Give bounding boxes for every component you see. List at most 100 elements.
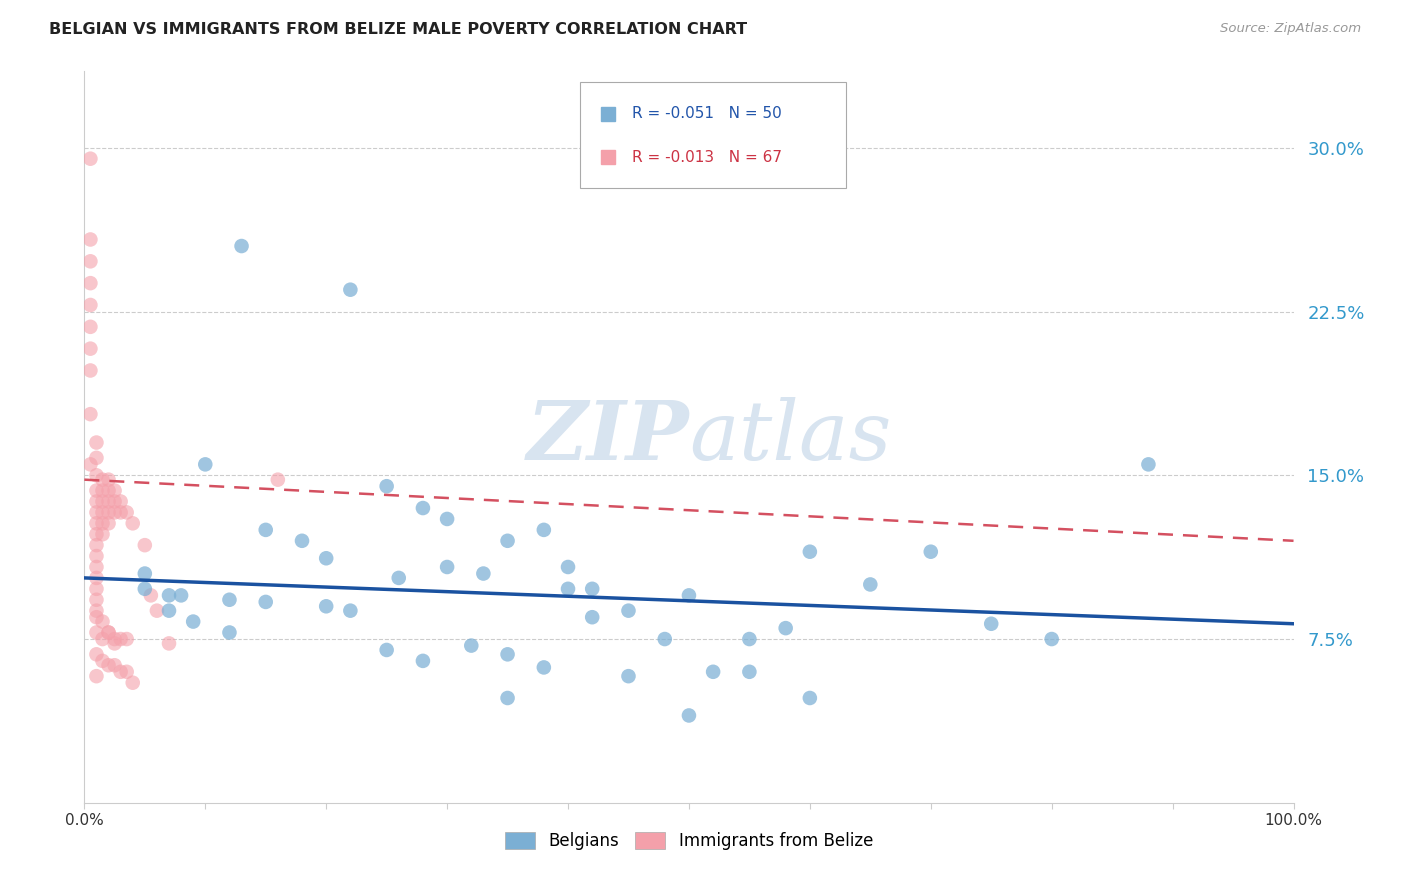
Point bbox=[134, 566, 156, 581]
Point bbox=[218, 592, 240, 607]
Point bbox=[79, 298, 101, 312]
Point bbox=[79, 363, 101, 377]
Point bbox=[110, 665, 132, 679]
Point bbox=[496, 648, 519, 662]
Point bbox=[702, 665, 724, 679]
Legend: Belgians, Immigrants from Belize: Belgians, Immigrants from Belize bbox=[498, 825, 880, 856]
Point bbox=[460, 639, 482, 653]
Point bbox=[91, 505, 114, 519]
Point bbox=[254, 523, 277, 537]
Point bbox=[738, 632, 761, 646]
Point bbox=[86, 527, 108, 541]
Point bbox=[738, 665, 761, 679]
Point bbox=[91, 654, 114, 668]
Point bbox=[86, 669, 108, 683]
Text: Source: ZipAtlas.com: Source: ZipAtlas.com bbox=[1220, 22, 1361, 36]
Point bbox=[104, 505, 127, 519]
Text: R = -0.051   N = 50: R = -0.051 N = 50 bbox=[633, 106, 782, 121]
Point bbox=[617, 669, 640, 683]
Point bbox=[91, 473, 114, 487]
Point bbox=[472, 566, 495, 581]
Point bbox=[134, 582, 156, 596]
Point bbox=[79, 407, 101, 421]
Point bbox=[86, 610, 108, 624]
Point bbox=[86, 450, 108, 465]
Point bbox=[1137, 458, 1160, 472]
Point bbox=[436, 560, 458, 574]
Point bbox=[86, 592, 108, 607]
Point bbox=[617, 604, 640, 618]
Point bbox=[97, 473, 120, 487]
Point bbox=[557, 560, 579, 574]
Point bbox=[412, 654, 434, 668]
Point bbox=[339, 283, 361, 297]
Point bbox=[86, 582, 108, 596]
Point bbox=[533, 660, 555, 674]
Point bbox=[91, 494, 114, 508]
Point bbox=[115, 665, 138, 679]
Point bbox=[86, 571, 108, 585]
Point bbox=[86, 625, 108, 640]
Point bbox=[157, 588, 180, 602]
Point bbox=[139, 588, 162, 602]
Point bbox=[218, 625, 240, 640]
Point bbox=[121, 675, 143, 690]
Point bbox=[79, 254, 101, 268]
Point bbox=[859, 577, 882, 591]
Point bbox=[104, 632, 127, 646]
Point bbox=[110, 494, 132, 508]
Text: ZIP: ZIP bbox=[526, 397, 689, 477]
Point bbox=[86, 560, 108, 574]
Point bbox=[79, 152, 101, 166]
Point bbox=[91, 516, 114, 531]
Point bbox=[291, 533, 314, 548]
Point bbox=[104, 636, 127, 650]
Point bbox=[104, 658, 127, 673]
Point bbox=[97, 505, 120, 519]
Point bbox=[267, 473, 290, 487]
Point bbox=[412, 501, 434, 516]
Point bbox=[86, 549, 108, 563]
Point bbox=[496, 691, 519, 706]
Point bbox=[194, 458, 217, 472]
FancyBboxPatch shape bbox=[581, 82, 846, 188]
Point bbox=[104, 483, 127, 498]
Point bbox=[181, 615, 204, 629]
Point bbox=[121, 516, 143, 531]
Point bbox=[157, 604, 180, 618]
Point bbox=[799, 545, 821, 559]
Point bbox=[315, 599, 337, 614]
Point bbox=[134, 538, 156, 552]
Point bbox=[581, 582, 603, 596]
Text: BELGIAN VS IMMIGRANTS FROM BELIZE MALE POVERTY CORRELATION CHART: BELGIAN VS IMMIGRANTS FROM BELIZE MALE P… bbox=[49, 22, 748, 37]
Point bbox=[980, 616, 1002, 631]
Text: atlas: atlas bbox=[689, 397, 891, 477]
Point bbox=[97, 625, 120, 640]
Point bbox=[86, 505, 108, 519]
Point bbox=[91, 483, 114, 498]
Point bbox=[97, 494, 120, 508]
Point bbox=[146, 604, 169, 618]
Point bbox=[533, 523, 555, 537]
Text: R = -0.013   N = 67: R = -0.013 N = 67 bbox=[633, 150, 782, 165]
Point bbox=[496, 533, 519, 548]
Point bbox=[115, 632, 138, 646]
Point bbox=[557, 582, 579, 596]
Point bbox=[1040, 632, 1063, 646]
Point bbox=[231, 239, 253, 253]
Point bbox=[654, 632, 676, 646]
Point bbox=[79, 276, 101, 290]
Point bbox=[110, 505, 132, 519]
Point bbox=[104, 494, 127, 508]
Point bbox=[157, 636, 180, 650]
Point bbox=[375, 643, 398, 657]
Point bbox=[97, 483, 120, 498]
Point bbox=[86, 468, 108, 483]
Point bbox=[91, 632, 114, 646]
Point bbox=[799, 691, 821, 706]
Point bbox=[79, 319, 101, 334]
Point bbox=[315, 551, 337, 566]
Point bbox=[91, 615, 114, 629]
Point bbox=[920, 545, 942, 559]
Point bbox=[79, 342, 101, 356]
